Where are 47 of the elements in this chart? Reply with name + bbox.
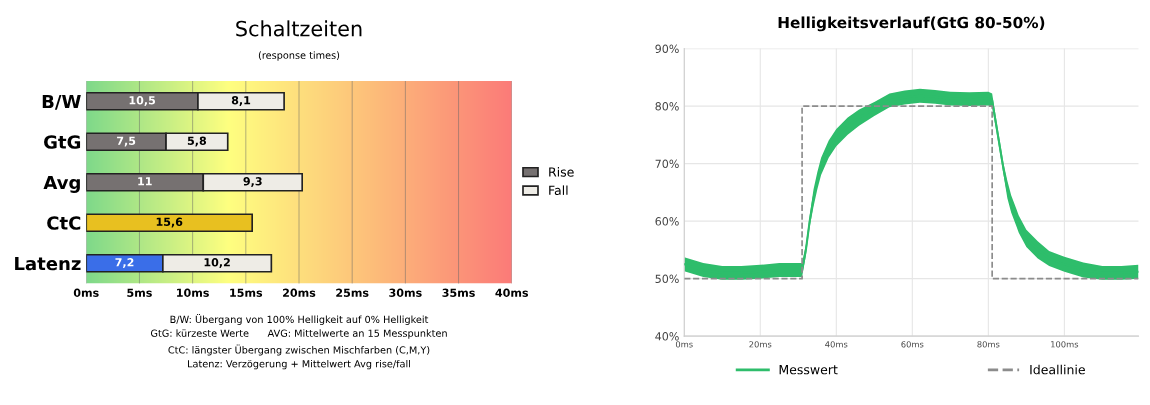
y-tick-label: Latenz — [15, 256, 81, 271]
y-tick-label: 70% — [655, 159, 679, 168]
data-label: 8,1 — [231, 96, 251, 106]
x-tick-label: 20ms — [749, 341, 772, 348]
x-tick-label: 35ms — [442, 288, 475, 297]
data-label: 5,8 — [187, 136, 207, 147]
data-label: 15,6 — [156, 217, 183, 228]
x-tick-label: 40ms — [825, 341, 848, 348]
legend-label: Ideallinie — [1030, 364, 1085, 375]
y-tick-label: Avg — [43, 175, 80, 193]
x-tick-label: 10ms — [177, 288, 209, 297]
x-tick-label: 20ms — [283, 288, 316, 297]
text: GtG: kürzeste Werte AVG: Mittelwerte an 15 Messpunkten — [150, 329, 447, 339]
legend-label: Rise — [549, 167, 574, 177]
x-tick-label: 60ms — [901, 341, 924, 348]
y-tick-label: CtC — [47, 216, 81, 230]
y-tick-label: 80% — [655, 102, 679, 111]
legend-label: Fall — [549, 185, 568, 196]
data-label: 10,2 — [204, 258, 230, 268]
data-label: 9,3 — [243, 177, 262, 187]
y-tick-label: 60% — [655, 217, 679, 226]
chart-subtitle: (response times) — [258, 51, 340, 61]
chart-title: Schaltzeiten — [236, 20, 362, 37]
y-tick-label: 90% — [655, 44, 679, 53]
x-tick-label: 100ms — [1051, 341, 1079, 348]
data-label: 7,5 — [117, 136, 136, 147]
y-tick-label: GtG — [44, 135, 81, 149]
text: CtC: längster Übergang zwischen Mischfarben (C,M,Y) — [168, 344, 430, 356]
y-tick-label: B/W — [42, 94, 81, 110]
x-tick-label: 0ms — [73, 288, 99, 297]
text: Latenz: Verzögerung + Mittelwert Avg rise/fall — [188, 359, 410, 370]
legend-label: Messwert — [779, 365, 838, 375]
data-label: 10,5 — [129, 96, 156, 106]
chart-title: Helligkeitsverlauf(GtG 80-50%) — [778, 16, 1045, 32]
y-tick-label: 40% — [655, 332, 679, 341]
x-tick-label: 30ms — [389, 288, 422, 297]
y-tick-label: 50% — [655, 274, 679, 284]
bar — [86, 213, 254, 233]
text: B/W: Übergang von 100% Helligkeit auf 0% Helligkeit — [170, 314, 429, 325]
x-tick-label: 25ms — [336, 288, 369, 297]
x-tick-label: 5ms — [127, 288, 152, 297]
x-tick-label: 15ms — [230, 288, 263, 297]
data-label: 7,2 — [115, 258, 134, 268]
data-label: 11 — [138, 177, 152, 186]
x-tick-label: 40ms — [495, 288, 529, 297]
x-tick-label: 80ms — [977, 341, 1000, 348]
x-tick-label: 0ms — [675, 341, 693, 348]
